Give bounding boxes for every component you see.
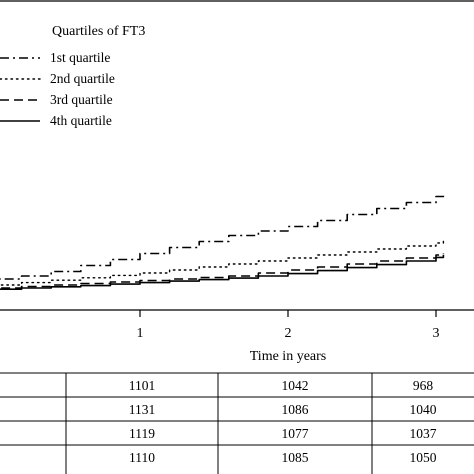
table-row: 1131 1086 1040 [129, 402, 437, 417]
table-row: 1110 1085 1050 [129, 450, 437, 465]
x-tick-label-3: 3 [433, 326, 440, 341]
x-tick-label-2: 2 [285, 326, 292, 341]
x-axis-label: Time in years [250, 349, 326, 364]
table-row: 1101 1042 968 [129, 378, 434, 393]
table-cell: 1086 [282, 402, 309, 417]
x-axis: 1 2 3 Time in years [137, 310, 440, 364]
table-cell: 1119 [129, 426, 155, 441]
table-cell: 1037 [410, 426, 437, 441]
series-line-2 [0, 240, 445, 286]
series-lines [0, 193, 445, 290]
legend-title: Quartiles of FT3 [52, 24, 145, 39]
table-cell: 1040 [410, 402, 437, 417]
legend-label-1: 1st quartile [50, 50, 110, 65]
legend-label-4: 4th quartile [50, 113, 112, 128]
table-cell: 1042 [282, 378, 309, 393]
legend-label-3: 3rd quartile [50, 92, 113, 107]
series-line-4 [0, 255, 445, 290]
table-cell: 1077 [282, 426, 309, 441]
x-tick-label-1: 1 [137, 326, 144, 341]
legend-label-2: 2nd quartile [50, 71, 115, 86]
table-cell: 1085 [282, 450, 309, 465]
series-line-1 [0, 193, 445, 280]
table-cell: 968 [413, 378, 434, 393]
table-row: 1119 1077 1037 [129, 426, 437, 441]
plot-area [0, 0, 474, 311]
legend: Quartiles of FT3 1st quartile 2nd quartile… [0, 24, 145, 128]
table-cell: 1050 [410, 450, 437, 465]
series-line-3 [0, 253, 445, 289]
table-cell: 1131 [129, 402, 156, 417]
table-cell: 1110 [129, 450, 155, 465]
table-cell: 1101 [129, 378, 156, 393]
